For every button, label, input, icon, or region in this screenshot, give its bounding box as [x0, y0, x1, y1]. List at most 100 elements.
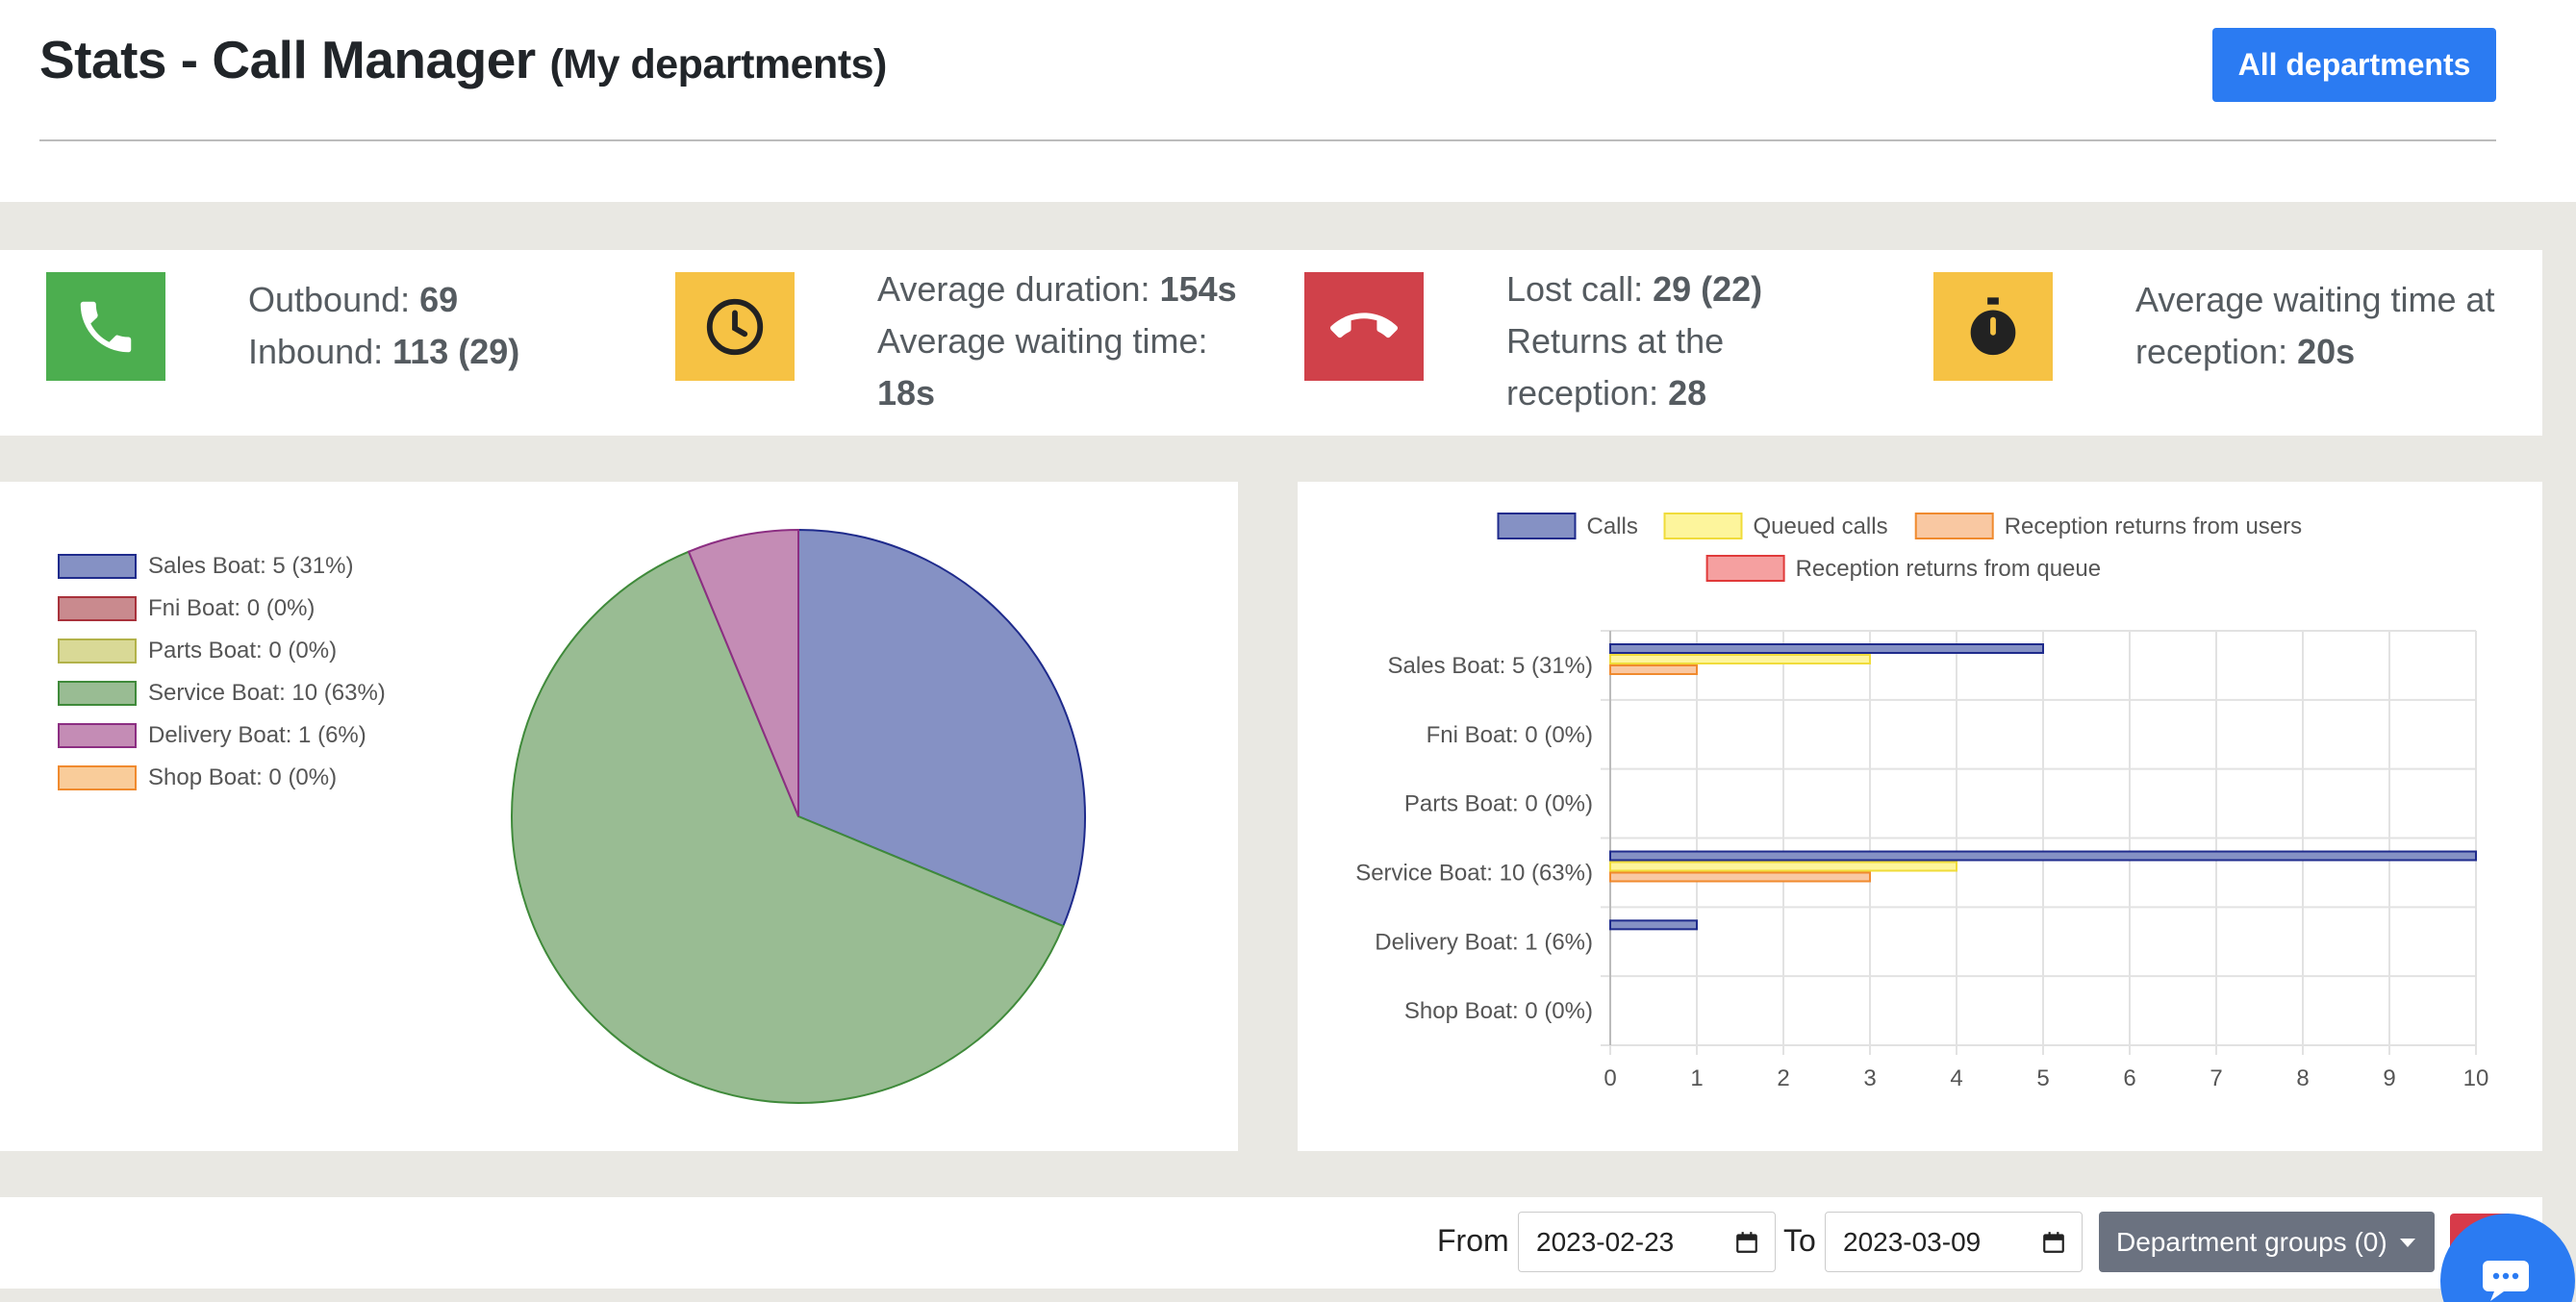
from-label: From: [1437, 1223, 1509, 1258]
pie-legend-item[interactable]: Service Boat: 10 (63%): [58, 672, 386, 714]
returns-label: Returns at the reception:: [1506, 321, 1725, 413]
y-tick-label: Service Boat: 10 (63%): [1355, 860, 1593, 886]
legend-label: Shop Boat: 0 (0%): [148, 764, 338, 790]
inbound-label: Inbound:: [248, 332, 384, 371]
legend-label: Reception returns from queue: [1796, 556, 2102, 582]
bar[interactable]: [1609, 643, 2044, 654]
y-tick-label: Parts Boat: 0 (0%): [1404, 791, 1593, 817]
y-tick-label: Delivery Boat: 1 (6%): [1375, 929, 1593, 955]
calls-summary: Outbound: 69 Inbound: 113 (29): [248, 274, 614, 378]
legend-label: Queued calls: [1754, 513, 1888, 539]
calendar-icon[interactable]: [1734, 1230, 1759, 1255]
x-tick-label: 3: [1863, 1065, 1876, 1091]
department-groups-label: Department groups (0): [2116, 1226, 2387, 1257]
avg-duration-label: Average duration:: [877, 269, 1150, 309]
stopwatch-icon: [1933, 272, 2053, 381]
outbound-label: Outbound:: [248, 280, 411, 319]
bar-legend-item[interactable]: Reception returns from users: [1914, 513, 2302, 539]
avg-waiting-value: 18s: [877, 373, 936, 413]
legend-label: Fni Boat: 0 (0%): [148, 595, 316, 621]
pie-slice[interactable]: [511, 550, 1065, 1104]
bar-chart-panel: Calls Queued calls Reception returns from …: [1298, 482, 2542, 1151]
from-date-input[interactable]: 2023-02-23: [1518, 1212, 1776, 1272]
bar[interactable]: [1609, 664, 1698, 675]
avg-duration-value: 154s: [1159, 269, 1237, 309]
page-title: Stats - Call Manager (My departments): [39, 29, 887, 90]
lost-call-value: 29 (22): [1653, 269, 1763, 309]
legend-label: Reception returns from users: [2005, 513, 2302, 539]
bar[interactable]: [1609, 850, 2477, 862]
lost-call-label: Lost call:: [1506, 269, 1644, 309]
bar[interactable]: [1609, 861, 1957, 872]
reception-wait-label: Average waiting time at reception:: [2135, 280, 2495, 371]
x-tick-label: 8: [2296, 1065, 2309, 1091]
chat-icon: [2483, 1261, 2529, 1301]
pie-legend-item[interactable]: Shop Boat: 0 (0%): [58, 757, 386, 799]
pie-legend-item[interactable]: Delivery Boat: 1 (6%): [58, 714, 386, 757]
legend-swatch: [58, 681, 137, 706]
pie-slice[interactable]: [797, 528, 1086, 928]
pie-chart-panel: Sales Boat: 5 (31%) Fni Boat: 0 (0%) Parts…: [0, 482, 1238, 1151]
legend-label: Service Boat: 10 (63%): [148, 680, 386, 706]
returns-value: 28: [1668, 373, 1707, 413]
all-departments-button[interactable]: All departments: [2212, 28, 2496, 102]
pie-legend-item[interactable]: Fni Boat: 0 (0%): [58, 588, 386, 630]
page-header: Stats - Call Manager (My departments) Al…: [0, 0, 2576, 202]
page-subtitle: (My departments): [549, 41, 887, 88]
outbound-value: 69: [419, 280, 459, 319]
reception-wait-summary: Average waiting time at reception: 20s: [2135, 274, 2520, 378]
from-date-value: 2023-02-23: [1536, 1226, 1675, 1257]
legend-swatch: [58, 638, 137, 664]
inbound-value: 113 (29): [392, 332, 520, 371]
y-tick-label: Sales Boat: 5 (31%): [1388, 653, 1593, 679]
to-label: To: [1783, 1223, 1816, 1258]
bar[interactable]: [1609, 654, 1871, 664]
x-tick-label: 0: [1604, 1065, 1616, 1091]
x-tick-label: 7: [2210, 1065, 2222, 1091]
x-tick-label: 6: [2123, 1065, 2135, 1091]
bar-chart: Calls Queued calls Reception returns from …: [1355, 513, 2489, 1091]
legend-swatch: [58, 554, 137, 579]
legend-swatch: [58, 723, 137, 748]
page-title-text: Stats - Call Manager: [39, 30, 536, 89]
y-tick-label: Fni Boat: 0 (0%): [1427, 722, 1593, 748]
calendar-icon[interactable]: [2041, 1230, 2066, 1255]
x-tick-label: 10: [2463, 1065, 2489, 1091]
x-tick-label: 9: [2383, 1065, 2395, 1091]
header-divider: [39, 139, 2496, 141]
department-groups-dropdown[interactable]: Department groups (0): [2099, 1212, 2435, 1272]
bar-legend-item[interactable]: Queued calls: [1663, 513, 1888, 539]
pie-legend-item[interactable]: Sales Boat: 5 (31%): [58, 545, 386, 588]
legend-label: Sales Boat: 5 (31%): [148, 553, 354, 579]
phone-icon: [46, 272, 165, 381]
legend-swatch: [1705, 555, 1785, 582]
pie-legend: Sales Boat: 5 (31%) Fni Boat: 0 (0%) Parts…: [58, 545, 386, 799]
to-date-input[interactable]: 2023-03-09: [1825, 1212, 2083, 1272]
y-tick-label: Shop Boat: 0 (0%): [1404, 998, 1593, 1024]
bar[interactable]: [1609, 871, 1871, 883]
duration-summary: Average duration: 154s Average waiting t…: [877, 263, 1262, 419]
pie-chart: [511, 528, 1086, 1104]
stats-bar: Outbound: 69 Inbound: 113 (29) Average d…: [0, 250, 2542, 436]
pie-legend-item[interactable]: Parts Boat: 0 (0%): [58, 630, 386, 672]
x-tick-label: 4: [1950, 1065, 1962, 1091]
reception-wait-value: 20s: [2297, 332, 2356, 371]
legend-swatch: [58, 765, 137, 790]
x-tick-label: 2: [1777, 1065, 1789, 1091]
legend-label: Parts Boat: 0 (0%): [148, 638, 338, 664]
chevron-down-icon: [2400, 1239, 2415, 1247]
bar[interactable]: [1609, 919, 1698, 931]
bar-legend-item[interactable]: Calls: [1497, 513, 1638, 539]
legend-label: Delivery Boat: 1 (6%): [148, 722, 366, 748]
legend-swatch: [58, 596, 137, 621]
legend-swatch: [1497, 513, 1577, 539]
pie-slice[interactable]: [687, 528, 799, 817]
to-date-value: 2023-03-09: [1843, 1226, 1982, 1257]
clock-icon: [675, 272, 795, 381]
filter-bar: From 2023-02-23 To 2023-03-09 Department…: [0, 1197, 2542, 1289]
hangup-icon: [1304, 272, 1424, 381]
legend-swatch: [1914, 513, 1994, 539]
bar-legend-item[interactable]: Reception returns from queue: [1705, 555, 2102, 582]
x-tick-label: 1: [1690, 1065, 1703, 1091]
lost-summary: Lost call: 29 (22) Returns at the recept…: [1506, 263, 1824, 419]
